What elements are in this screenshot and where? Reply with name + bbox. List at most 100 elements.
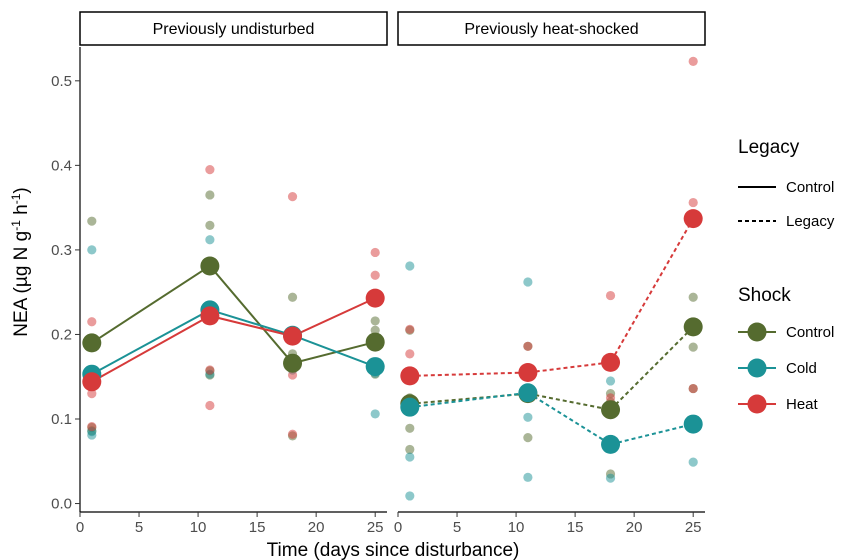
y-tick-label: 0.5 [51,73,72,90]
replicate-point-control [370,316,380,326]
x-tick-label: 20 [626,519,643,536]
replicate-point-heat [87,389,97,399]
replicate-point-heat [370,247,380,258]
y-tick-label: 0.1 [51,411,72,428]
replicate-point-control [87,216,97,226]
mean-point-control [283,353,303,373]
replicate-point-control [205,190,215,200]
replicate-point-control [370,325,380,335]
mean-point-cold [683,414,703,434]
mean-point-heat [601,352,621,372]
x-tick-label: 15 [249,519,266,536]
x-tick-label: 10 [190,519,207,536]
replicate-point-cold [605,376,616,386]
mean-point-control [82,333,102,353]
replicate-point-heat [405,349,415,359]
legend-shock-title: Shock [738,285,791,306]
replicate-point-heat [205,164,215,175]
replicate-point-cold [405,452,415,462]
y-tick-label: 0.3 [51,242,72,259]
replicate-point-cold [87,430,97,440]
replicate-point-control [688,342,698,352]
replicate-point-cold [523,412,533,422]
replicate-point-cold [605,473,616,483]
replicate-point-heat [688,383,698,394]
replicate-point-control [688,292,698,302]
legend: Legacy Control Legacy Shock Control Cold He… [738,137,835,414]
replicate-point-cold [688,457,698,467]
panel-strip [79,11,388,46]
series-line-cold [409,391,694,446]
mean-point-control [365,332,385,352]
replicate-point-control [523,433,533,443]
legend-legacy-title: Legacy [738,137,800,158]
y-tick-label: 0.0 [51,496,72,513]
mean-point-cold [601,434,621,454]
legend-shock-label: Cold [786,360,817,377]
x-tick-label: 10 [508,519,525,536]
x-tick-label: 0 [76,519,84,536]
x-tick-label: 0 [394,519,402,536]
y-axis-label-main: NEA (µg N g [11,231,32,337]
legend-shock-key-point [747,322,767,342]
x-tick-label: 5 [135,519,143,536]
replicate-point-cold [523,472,533,482]
replicate-point-heat [287,370,298,380]
replicate-point-control [405,423,415,433]
mean-point-heat [200,306,220,326]
legend-legacy-label: Control [786,179,834,196]
y-axis-label-sup1: -1 [9,220,23,231]
mean-point-heat [365,288,385,308]
replicate-point-heat [87,317,97,327]
panel-1: Previously undisturbed 0.0 0.1 0.2 0.3 0.4 0.5… [51,11,388,536]
series-line-heat [409,218,695,377]
mean-point-heat [400,366,420,386]
x-tick-label: 20 [308,519,325,536]
replicate-point-control [405,444,415,455]
x-axis-label: Time (days since disturbance) [267,540,520,560]
mean-point-heat [683,209,703,229]
y-axis-label: NEA (µg N g-1 h-1) [9,187,32,337]
replicate-point-cold [205,235,215,245]
mean-point-control [683,317,703,337]
y-tick-label: 0.2 [51,326,72,343]
legend-shock-key-point [747,358,767,378]
replicate-point-heat [688,197,698,208]
x-tick-label: 25 [367,519,384,536]
replicate-point-heat [605,393,616,403]
y-axis-label-sup2: -1 [9,193,23,204]
replicate-point-heat [370,270,380,280]
replicate-point-heat [205,400,215,411]
x-tick-label: 5 [453,519,461,536]
legend-shock-key-point [747,394,767,414]
legend-legacy-label: Legacy [786,213,835,230]
legend-legacy-items: Control Legacy [738,179,835,230]
replicate-point-heat [87,422,97,432]
replicate-point-heat [688,56,698,66]
replicate-point-cold [523,277,533,287]
panel-strip [397,11,706,46]
replicate-point-heat [287,192,298,202]
x-tick-label: 25 [685,519,702,536]
mean-point-cold [365,357,385,377]
legend-shock-label: Control [786,324,834,341]
legend-shock-items: Control Cold Heat [738,322,834,414]
panel-title: Previously undisturbed [153,21,315,38]
y-axis-label-mid: h [11,204,32,220]
series-line-control [91,264,376,365]
panel-title: Previously heat-shocked [464,21,638,38]
replicate-point-heat [405,324,415,334]
replicate-point-control [287,292,298,302]
replicate-point-control [205,220,215,230]
replicate-point-cold [405,261,415,271]
replicate-point-heat [605,290,616,301]
series-line-control [409,326,694,411]
y-axis-label-end: ) [11,187,32,193]
replicate-point-cold [87,245,97,255]
legend-shock-label: Heat [786,396,819,413]
replicate-point-cold [405,491,415,501]
replicate-point-cold [370,409,380,419]
mean-point-heat [283,326,303,346]
panels: Previously undisturbed 0.0 0.1 0.2 0.3 0.4 0.5… [51,11,706,536]
